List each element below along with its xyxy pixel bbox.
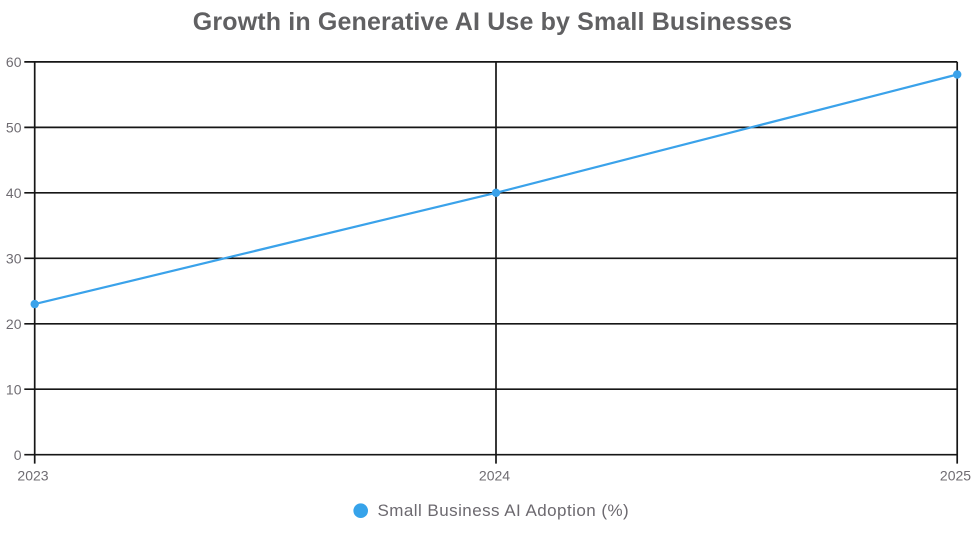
svg-text:Growth in Generative AI Use by: Growth in Generative AI Use by Small Bus… bbox=[193, 8, 792, 36]
svg-text:20: 20 bbox=[6, 316, 22, 332]
svg-text:40: 40 bbox=[6, 185, 22, 201]
svg-text:30: 30 bbox=[6, 250, 22, 266]
svg-text:2025: 2025 bbox=[940, 468, 971, 484]
svg-text:0: 0 bbox=[14, 447, 22, 463]
svg-text:60: 60 bbox=[6, 54, 22, 70]
svg-text:Small Business AI Adoption (%): Small Business AI Adoption (%) bbox=[378, 501, 630, 520]
svg-text:50: 50 bbox=[6, 120, 22, 136]
svg-text:2023: 2023 bbox=[17, 468, 48, 484]
svg-text:10: 10 bbox=[6, 381, 22, 397]
svg-text:2024: 2024 bbox=[479, 468, 510, 484]
